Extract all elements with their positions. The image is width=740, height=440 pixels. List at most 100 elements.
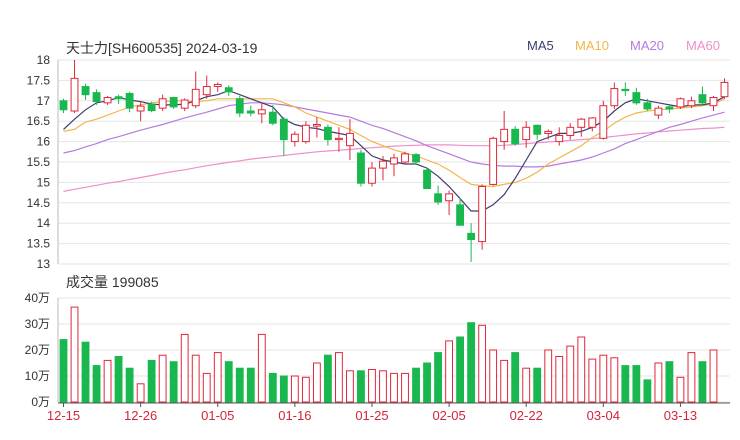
candle-body [566, 126, 575, 136]
candle-body [434, 193, 442, 203]
candle-body [136, 105, 145, 112]
legend-ma20: MA20 [630, 38, 664, 53]
volume-bar [621, 365, 630, 403]
candle-body [423, 169, 431, 190]
date-label: 01-05 [201, 408, 234, 423]
legend-ma5: MA5 [527, 38, 554, 53]
volume-bar [511, 352, 520, 403]
volume-title: 成交量 199085 [66, 274, 159, 290]
candle-body [412, 154, 420, 163]
volume-bar [235, 367, 244, 403]
price-axis-label: 14.5 [27, 196, 51, 210]
price-axis-label: 13 [37, 257, 51, 271]
candle-body [511, 128, 520, 145]
date-label: 01-25 [355, 408, 388, 423]
date-label: 12-15 [47, 408, 80, 423]
volume-bar [125, 367, 134, 403]
price-axis-label: 14 [37, 216, 51, 230]
volume-bar [191, 354, 200, 403]
volume-bar [456, 336, 465, 403]
volume-bar [290, 375, 299, 403]
candle-body [213, 83, 222, 88]
volume-bar [423, 362, 431, 403]
volume-bar [114, 356, 123, 403]
volume-bar [445, 340, 453, 403]
candle-body [103, 97, 112, 104]
candle-body [114, 96, 123, 100]
candle-body [456, 204, 465, 226]
volume-bar [489, 349, 498, 403]
date-label: 02-05 [432, 408, 465, 423]
volume-bar [599, 354, 608, 403]
legend-ma60: MA60 [686, 38, 720, 53]
candle-body [621, 88, 630, 92]
candle-body [257, 109, 266, 115]
volume-bar [202, 372, 211, 403]
candle-body [467, 232, 476, 241]
price-axis-label: 18 [37, 53, 51, 67]
volume-bar [312, 362, 321, 403]
volume-bar [467, 322, 476, 403]
candle-body [643, 102, 652, 110]
volume-bar [665, 361, 674, 403]
volume-bar [544, 349, 553, 403]
candle-body [533, 124, 542, 135]
volume-bar [588, 358, 597, 403]
candle-body [709, 97, 718, 107]
volume-bar [478, 324, 487, 403]
candle-body [290, 133, 299, 143]
volume-bar [676, 376, 685, 403]
volume-bar [257, 333, 266, 403]
candle-body [301, 124, 310, 143]
volume-bar [390, 372, 398, 403]
date-label: 02-22 [510, 408, 543, 423]
volume-axis-label: 30万 [25, 317, 50, 331]
candle-body [81, 86, 90, 96]
volume-bar [301, 376, 310, 403]
volume-bar [279, 375, 288, 403]
ma20-line [63, 102, 725, 168]
candle-body [522, 126, 531, 141]
candle-body [390, 157, 398, 165]
price-axis-label: 16 [37, 135, 51, 149]
volume-bar [643, 379, 652, 403]
volume-bar [357, 370, 365, 403]
candle-body [632, 92, 641, 104]
volume-bar [522, 367, 531, 403]
date-label: 03-04 [587, 408, 620, 423]
candle-body [70, 77, 79, 112]
volume-bar [180, 333, 189, 403]
candle-body [180, 99, 189, 109]
volume-bar [346, 370, 354, 403]
volume-bar [323, 354, 332, 403]
candle-body [335, 137, 343, 141]
volume-bar [500, 359, 509, 403]
candle-body [720, 81, 729, 98]
candle-body [191, 88, 200, 107]
chart-title: 天士力[SH600535] 2024-03-19 [66, 40, 258, 56]
candle-body [235, 98, 244, 114]
candle-body [489, 137, 498, 185]
volume-bar [412, 367, 420, 403]
candle-body [147, 103, 156, 112]
volume-bar [92, 365, 101, 403]
price-axis-label: 15.5 [27, 155, 51, 169]
candle-body [577, 118, 586, 128]
volume-bar [434, 352, 442, 403]
candle-body [246, 110, 255, 114]
candle-body [279, 118, 288, 141]
candle-body [346, 132, 354, 147]
volume-bar [577, 336, 586, 403]
volume-bar [268, 372, 277, 403]
volume-bar [335, 352, 343, 403]
candle-body [268, 111, 277, 124]
volume-bar [610, 357, 619, 403]
volume-bar [213, 352, 222, 403]
volume-bar [103, 359, 112, 403]
price-axis-label: 15 [37, 175, 51, 189]
volume-bar [59, 339, 68, 403]
price-axis-label: 17 [37, 94, 51, 108]
volume-axis-label: 20万 [25, 343, 50, 357]
candle-body [169, 97, 178, 108]
volume-bar [687, 352, 696, 403]
